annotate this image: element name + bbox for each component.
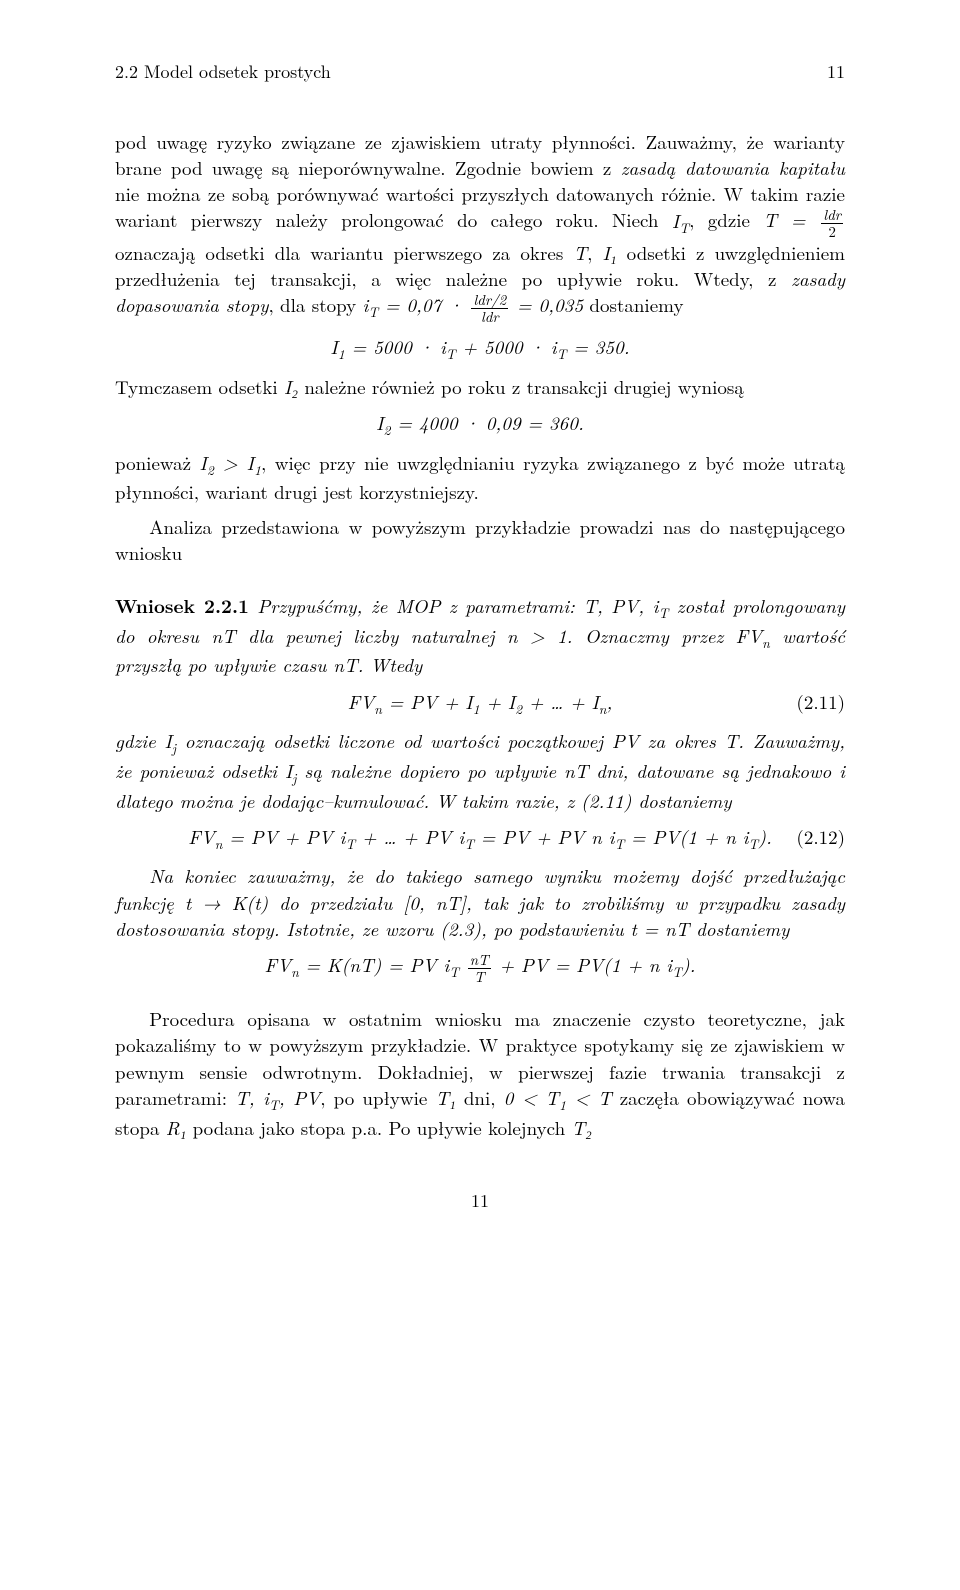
paragraph-1: pod uwagę ryzyko związane ze zjawiskiem …: [115, 129, 845, 324]
eq-text: I2 = 4000 · 0,09 = 360.: [376, 409, 584, 436]
eq-text: FVn = PV + PV iT + … + PV iT = PV + PV n…: [188, 823, 772, 850]
math-ldr2-over-ldr: ldr/2ldr: [471, 292, 508, 324]
math-I_T: IT: [672, 207, 689, 234]
math-Ij: Ij: [165, 727, 177, 754]
paragraph-5: Procedura opisana w ostatnim wniosku ma …: [115, 1006, 845, 1141]
equation-2-12: FVn = PV + PV iT + … + PV iT = PV + PV n…: [115, 824, 845, 854]
paragraph-4: Analiza przedstawiona w powyższym przykł…: [115, 514, 845, 566]
equation-I2: I2 = 4000 · 0,09 = 360.: [115, 410, 845, 440]
eq-text: I1 = 5000 · iT + 5000 · iT = 350.: [330, 333, 629, 360]
wniosek-para-3: Na koniec zauważmy, że do takiego samego…: [115, 863, 845, 942]
eq-number: (2.11): [796, 689, 845, 715]
section-title: 2.2 Model odsetek prostych: [115, 60, 331, 85]
math-Ij-2: Ij: [285, 757, 297, 784]
wniosek-block: Wniosek 2.2.1 Przypuśćmy, że MOP z param…: [115, 592, 845, 679]
paragraph-3: ponieważ I2 > I1, więc przy nie uwzględn…: [115, 450, 845, 506]
wniosek-para-2: gdzie Ij oznaczają odsetki liczone od wa…: [115, 728, 845, 814]
eq-text: FVn = PV + I1 + I2 + … + In,: [348, 688, 613, 715]
equation-2-11: FVn = PV + I1 + I2 + … + In, (2.11): [115, 689, 845, 719]
math-nT-over-T: nTT: [468, 952, 491, 984]
math-iT-value: iT = 0,07 ·: [363, 291, 470, 318]
equation-FVn-K: FVn = K(nT) = PV iT nTT + PV = PV(1 + n …: [115, 952, 845, 984]
running-header: 2.2 Model odsetek prostych 11: [115, 60, 845, 85]
math-I2-gt-I1: I2 > I1: [200, 449, 261, 476]
page: 2.2 Model odsetek prostych 11 pod uwagę …: [0, 0, 960, 1590]
math-T-eq: T =: [763, 207, 819, 234]
wniosek-label: Wniosek 2.2.1: [115, 591, 249, 619]
page-number-top: 11: [827, 60, 845, 85]
page-number-bottom: 11: [115, 1189, 845, 1214]
math-TPViT: T, PV, iT: [583, 592, 668, 619]
equation-I1: I1 = 5000 · iT + 5000 · iT = 350.: [115, 334, 845, 364]
eq-text-b: + PV = PV(1 + n iT).: [493, 951, 696, 978]
math-ldr-over-2: ldr2: [821, 207, 843, 239]
math-TiTPV: T, iT, PV: [235, 1084, 320, 1111]
math-FVn: FVn: [736, 622, 770, 649]
eq-number: (2.12): [796, 824, 845, 850]
math-T1-ineq: 0 < T1 < T: [504, 1084, 612, 1111]
paragraph-2: Tymczasem odsetki I₂ należne również po …: [115, 374, 845, 400]
eq-text-a: FVn = K(nT) = PV iT: [265, 951, 466, 978]
